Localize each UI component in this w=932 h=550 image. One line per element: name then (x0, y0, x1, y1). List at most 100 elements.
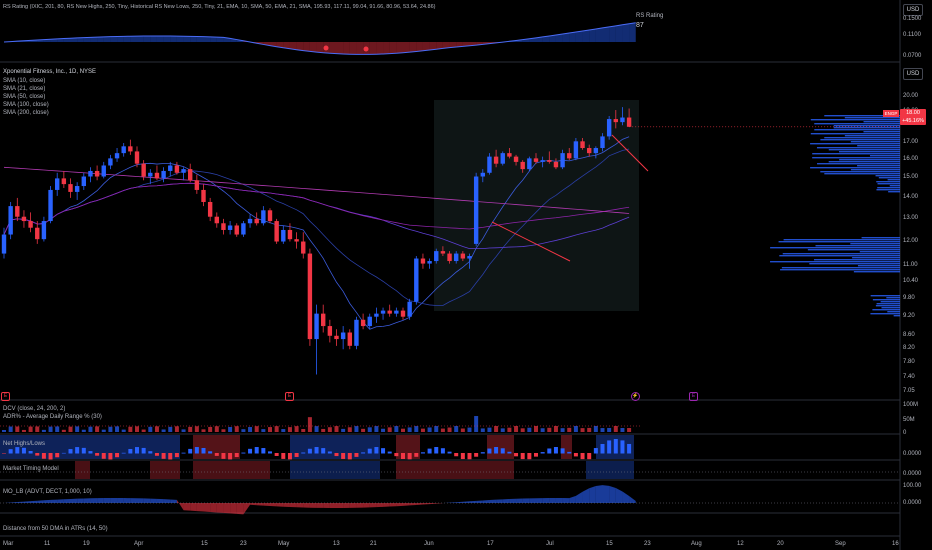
currency-badge-main[interactable]: USD (903, 68, 923, 80)
net-highs-lows-bar (274, 453, 279, 456)
net-highs-lows-bar (401, 453, 405, 459)
rs-area (615, 24, 623, 42)
mo-area (137, 498, 144, 503)
volume-profile-bar (850, 169, 900, 171)
mo-area (83, 498, 91, 503)
rs-axis-tick: 0.1500 (903, 16, 922, 22)
earnings-event-icon[interactable]: E (1, 392, 10, 401)
net-highs-lows-bar (487, 448, 492, 454)
volume-bar (101, 429, 106, 432)
volume-profile-bar (850, 243, 900, 245)
market-timing-background (75, 461, 90, 479)
net-highs-lows-bar (387, 451, 392, 454)
candle-body (394, 310, 399, 314)
candle-body (454, 253, 459, 262)
volume-profile-bar (781, 267, 900, 269)
mo-title[interactable]: MO_LB (ADVT, DECT, 1,000, 10) (3, 489, 92, 495)
rs-area (230, 38, 237, 42)
volume-bar (607, 427, 612, 432)
lightning-event-icon[interactable]: ⚡ (631, 392, 640, 401)
time-axis-tick: Aug (691, 541, 702, 547)
price-axis-tick: 8.20 (903, 345, 915, 352)
net-highs-lows-bar (188, 448, 193, 454)
volume-profile-bar (877, 187, 900, 189)
volume-profile-bar (779, 255, 900, 257)
candle-body (347, 332, 352, 346)
rs-area (536, 36, 543, 42)
mo-area (57, 499, 64, 503)
candle-body (94, 170, 100, 177)
market-timing-background (586, 461, 634, 479)
legend-sma200[interactable]: SMA (200, close) (3, 110, 49, 116)
net-highs-lows-bar (181, 452, 186, 454)
volume-bar (354, 426, 359, 432)
mo-area (203, 503, 211, 512)
volume-profile-bar (810, 143, 900, 145)
market-timing-title[interactable]: Market Timing Model (3, 466, 59, 472)
net-highs-lows-bar (500, 448, 505, 454)
net-highs-lows-bar (108, 453, 113, 460)
earnings-event-icon[interactable]: E (689, 392, 698, 401)
rs-axis-tick: 0.1100 (903, 32, 921, 38)
candle-body (360, 319, 366, 327)
volume-bar (327, 427, 332, 432)
mo-area (422, 503, 430, 505)
volume-profile-bar (857, 145, 900, 147)
legend-sma10[interactable]: SMA (10, close) (3, 78, 46, 84)
volume-bar (268, 427, 272, 432)
rs-area (137, 36, 144, 42)
rs-area (582, 29, 590, 42)
mo-area (276, 503, 284, 507)
currency-badge[interactable]: USD (903, 4, 923, 16)
volume-profile-bar (839, 159, 900, 161)
dcv-title[interactable]: DCV (close, 24, 200, 2) (3, 406, 66, 412)
regime-background (561, 435, 572, 459)
price-axis-tick: 8.60 (903, 331, 915, 338)
volume-profile-bar (887, 311, 900, 313)
regime-background (0, 435, 180, 459)
volume-bar (181, 429, 186, 432)
legend-sma21[interactable]: SMA (21, close) (3, 86, 46, 92)
candle-body (447, 253, 452, 262)
mo-area (110, 498, 118, 503)
price-axis-tick: 13.00 (903, 214, 919, 221)
adr-title[interactable]: ADR% - Average Daily Range % (30) (3, 414, 102, 420)
distance-title[interactable]: Distance from 50 DMA in ATRs (14, 50) (3, 526, 108, 532)
candle-body (154, 172, 160, 179)
volume-profile-bar (824, 137, 900, 139)
rs-area (396, 42, 403, 54)
net-highs-lows-title[interactable]: Net Highs/Lows (3, 441, 46, 447)
rs-area (462, 42, 470, 47)
volume-profile-bar (881, 307, 900, 309)
net-highs-lows-bar (627, 443, 632, 454)
earnings-event-icon[interactable]: E (285, 392, 294, 401)
mo-area (403, 503, 410, 506)
market-timing-background (150, 461, 180, 479)
net-highs-lows-bar (234, 453, 239, 458)
net-highs-lows-bar (254, 447, 259, 454)
legend-sma50[interactable]: SMA (50, close) (3, 94, 46, 100)
volume-profile-bar (820, 139, 900, 141)
candle-body (553, 161, 559, 168)
time-axis-tick: 17 (487, 541, 494, 547)
time-axis-tick: 15 (201, 541, 208, 547)
volume-profile-bar (810, 133, 900, 135)
mo-area (143, 498, 151, 503)
candle-body (473, 176, 479, 244)
volume-profile-bar (812, 157, 900, 159)
volume-bar (2, 430, 6, 432)
net-highs-lows-bar (580, 453, 585, 460)
volume-profile-bar (828, 149, 900, 151)
rs-area (609, 25, 616, 42)
rs-axis-tick: 0.0700 (903, 53, 922, 59)
rs-area (190, 36, 197, 42)
mo-area (37, 500, 44, 503)
mo-area (30, 500, 38, 503)
legend-sma100[interactable]: SMA (100, close) (3, 102, 49, 108)
mo-area (549, 498, 556, 503)
time-axis-tick: 23 (240, 541, 247, 547)
market-timing-background (396, 461, 514, 479)
net-highs-lows-bar (294, 453, 299, 457)
symbol-title[interactable]: Xponential Fitness, Inc., 1D, NYSE (3, 69, 97, 75)
